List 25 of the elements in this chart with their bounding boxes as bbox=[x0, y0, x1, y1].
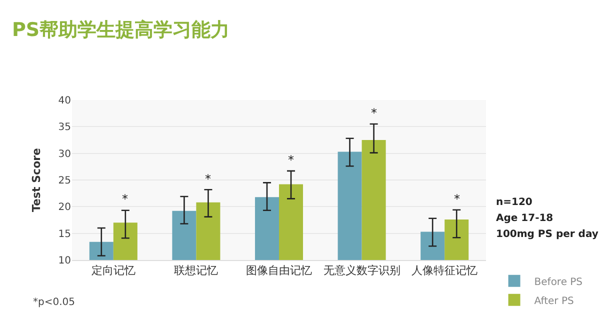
text: Age 17-18 bbox=[496, 213, 554, 224]
x-tick-label: 图像自由记忆 bbox=[246, 264, 312, 278]
x-tick-label: 联想记忆 bbox=[174, 264, 218, 278]
y-tick-label: 30 bbox=[58, 148, 71, 160]
annotation: * bbox=[371, 106, 377, 120]
y-tick-label: 25 bbox=[58, 176, 71, 186]
x-tick-label: 无意义数字识别 bbox=[323, 264, 400, 278]
annotation: * bbox=[122, 192, 128, 206]
y-tick-label: 10 bbox=[58, 256, 71, 266]
text: n=120 bbox=[496, 197, 532, 208]
annotation: * bbox=[288, 153, 294, 167]
y-tick-label: 15 bbox=[58, 228, 71, 240]
y-tick-label: 40 bbox=[58, 96, 71, 106]
chart-title: PS帮助学生提高学习能力 bbox=[12, 19, 230, 42]
legend-label: After PS bbox=[534, 296, 574, 307]
x-tick-label: 人像特征记忆 bbox=[412, 264, 478, 278]
y-tick-label: 20 bbox=[58, 202, 71, 214]
x-tick-label: 定向记忆 bbox=[91, 264, 136, 278]
y-tick-label: 35 bbox=[58, 122, 71, 134]
text: *p<0.05 bbox=[33, 297, 75, 308]
y-axis-title: Test Score bbox=[30, 148, 43, 212]
annotation: * bbox=[454, 192, 460, 206]
legend-label: Before PS bbox=[534, 276, 583, 288]
text: 100mg PS per day bbox=[496, 229, 599, 240]
annotation: * bbox=[205, 172, 211, 186]
